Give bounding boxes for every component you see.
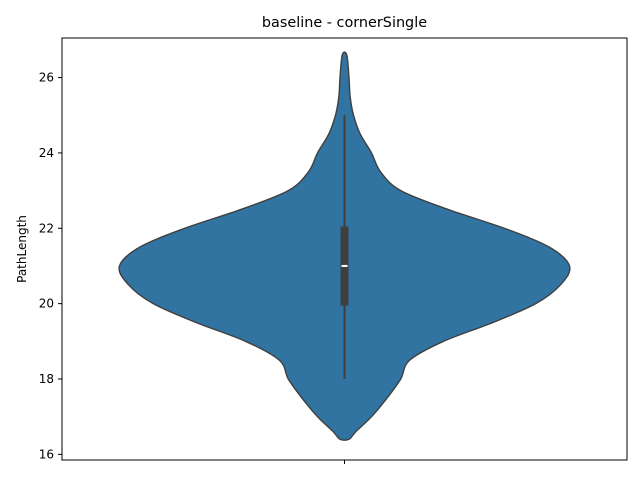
y-tick-label: 20 — [39, 297, 54, 311]
y-tick-label: 26 — [39, 71, 54, 85]
y-tick-label: 18 — [39, 372, 54, 386]
y-tick-label: 16 — [39, 447, 54, 461]
box-layer — [340, 115, 349, 379]
y-tick-label: 24 — [39, 146, 54, 160]
chart-title: baseline - cornerSingle — [262, 15, 427, 31]
y-axis-label: PathLength — [15, 215, 29, 283]
y-tick-label: 22 — [39, 221, 54, 235]
axes-layer: 16 18 20 22 24 26 — [39, 37, 628, 464]
